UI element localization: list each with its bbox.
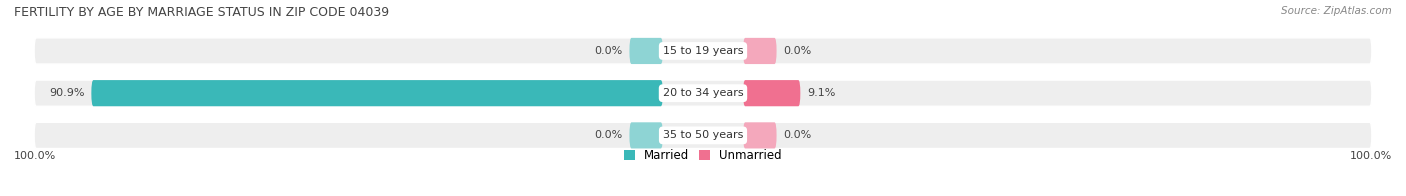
FancyBboxPatch shape [34, 38, 1372, 64]
FancyBboxPatch shape [744, 38, 776, 64]
Text: 15 to 19 years: 15 to 19 years [662, 46, 744, 56]
FancyBboxPatch shape [91, 80, 662, 106]
FancyBboxPatch shape [34, 122, 1372, 149]
Text: 0.0%: 0.0% [783, 46, 811, 56]
FancyBboxPatch shape [34, 80, 1372, 106]
Text: 90.9%: 90.9% [49, 88, 84, 98]
Text: 20 to 34 years: 20 to 34 years [662, 88, 744, 98]
Text: 0.0%: 0.0% [595, 46, 623, 56]
Text: 100.0%: 100.0% [1350, 152, 1392, 162]
FancyBboxPatch shape [630, 38, 662, 64]
Text: 0.0%: 0.0% [595, 130, 623, 140]
Text: 9.1%: 9.1% [807, 88, 835, 98]
FancyBboxPatch shape [744, 122, 776, 149]
Legend: Married, Unmarried: Married, Unmarried [624, 149, 782, 162]
FancyBboxPatch shape [744, 80, 800, 106]
Text: Source: ZipAtlas.com: Source: ZipAtlas.com [1281, 6, 1392, 16]
Text: FERTILITY BY AGE BY MARRIAGE STATUS IN ZIP CODE 04039: FERTILITY BY AGE BY MARRIAGE STATUS IN Z… [14, 6, 389, 19]
Text: 35 to 50 years: 35 to 50 years [662, 130, 744, 140]
FancyBboxPatch shape [630, 122, 662, 149]
Text: 0.0%: 0.0% [783, 130, 811, 140]
Text: 100.0%: 100.0% [14, 152, 56, 162]
